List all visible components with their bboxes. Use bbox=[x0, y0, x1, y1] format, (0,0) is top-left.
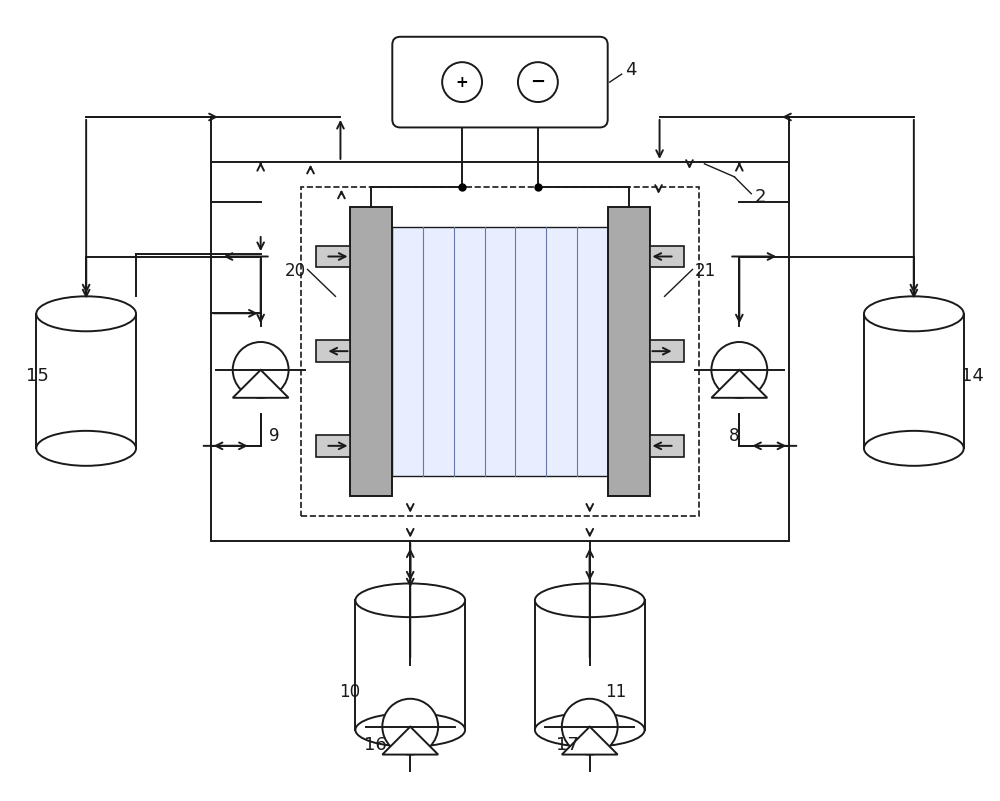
Text: 14: 14 bbox=[961, 367, 984, 385]
Bar bbox=[864, 314, 964, 449]
Ellipse shape bbox=[355, 713, 465, 747]
Bar bbox=[211, 162, 789, 541]
Bar bbox=[355, 600, 465, 730]
Circle shape bbox=[233, 342, 289, 398]
Bar bbox=[316, 435, 350, 457]
Ellipse shape bbox=[535, 713, 645, 747]
Text: 10: 10 bbox=[339, 683, 360, 701]
Text: 9: 9 bbox=[269, 427, 279, 445]
Text: +: + bbox=[456, 74, 468, 90]
Bar bbox=[392, 227, 608, 476]
FancyBboxPatch shape bbox=[392, 37, 608, 127]
Polygon shape bbox=[711, 370, 767, 398]
Text: −: − bbox=[530, 73, 545, 91]
Text: 15: 15 bbox=[26, 367, 49, 385]
Ellipse shape bbox=[864, 431, 964, 466]
Text: 11: 11 bbox=[605, 683, 626, 701]
Polygon shape bbox=[382, 727, 438, 755]
Bar bbox=[301, 187, 699, 516]
Ellipse shape bbox=[36, 431, 136, 466]
Text: 4: 4 bbox=[625, 61, 636, 79]
Text: 2: 2 bbox=[754, 187, 766, 206]
Circle shape bbox=[518, 62, 558, 102]
Circle shape bbox=[382, 698, 438, 755]
Text: 20: 20 bbox=[284, 263, 306, 280]
Ellipse shape bbox=[535, 583, 645, 617]
Bar bbox=[350, 207, 392, 496]
Circle shape bbox=[562, 698, 618, 755]
Polygon shape bbox=[233, 370, 289, 398]
Ellipse shape bbox=[36, 296, 136, 332]
Bar bbox=[316, 340, 350, 362]
Text: 21: 21 bbox=[694, 263, 716, 280]
Polygon shape bbox=[562, 727, 618, 755]
Text: 8: 8 bbox=[729, 427, 740, 445]
Ellipse shape bbox=[864, 296, 964, 332]
Ellipse shape bbox=[355, 583, 465, 617]
Bar bbox=[608, 207, 650, 496]
Bar bbox=[316, 246, 350, 268]
Circle shape bbox=[711, 342, 767, 398]
Bar bbox=[650, 340, 684, 362]
Bar bbox=[535, 600, 645, 730]
Bar bbox=[650, 435, 684, 457]
Text: 17: 17 bbox=[556, 736, 579, 754]
Bar bbox=[650, 246, 684, 268]
Bar bbox=[36, 314, 136, 449]
Text: 16: 16 bbox=[364, 736, 387, 754]
Circle shape bbox=[442, 62, 482, 102]
